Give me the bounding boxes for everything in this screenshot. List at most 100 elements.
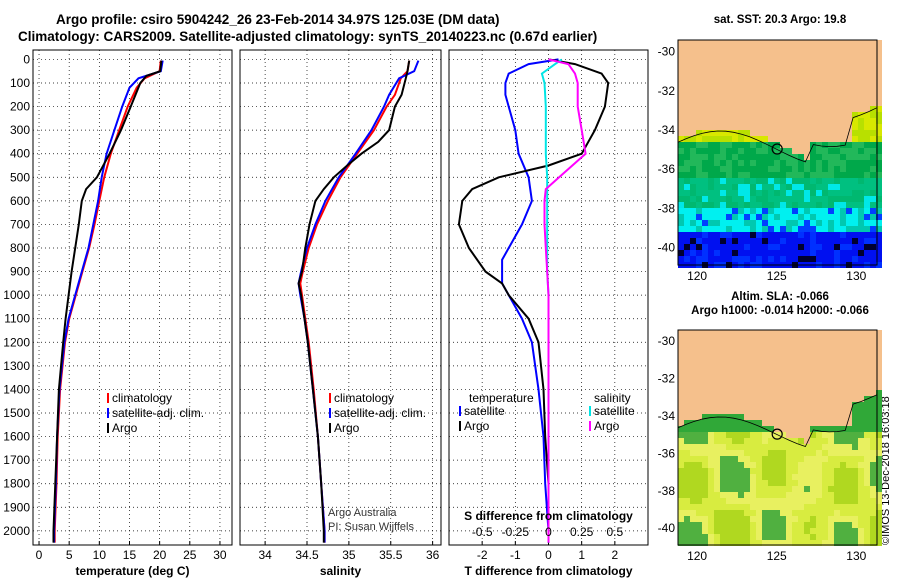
map-cell bbox=[828, 402, 834, 408]
map-cell bbox=[780, 498, 786, 504]
map-cell bbox=[798, 510, 804, 516]
map-cell bbox=[708, 142, 714, 148]
map-cell bbox=[690, 540, 696, 546]
map-cell bbox=[750, 190, 756, 196]
map-cell bbox=[678, 58, 684, 64]
map-cell bbox=[762, 450, 768, 456]
map-cell bbox=[798, 444, 804, 450]
map-cell bbox=[720, 130, 726, 136]
map-cell bbox=[714, 348, 720, 354]
map-cell bbox=[834, 148, 840, 154]
map-cell bbox=[732, 486, 738, 492]
map-cell bbox=[750, 474, 756, 480]
map-cell bbox=[756, 172, 762, 178]
map-cell bbox=[690, 492, 696, 498]
map-cell bbox=[708, 202, 714, 208]
map-cell bbox=[804, 426, 810, 432]
map-cell bbox=[762, 196, 768, 202]
map-cell bbox=[858, 250, 864, 256]
map-cell bbox=[864, 256, 870, 262]
map-cell bbox=[768, 528, 774, 534]
map-cell bbox=[738, 88, 744, 94]
map-cell bbox=[852, 360, 858, 366]
map-cell bbox=[774, 444, 780, 450]
map-cell bbox=[840, 232, 846, 238]
map-cell bbox=[840, 88, 846, 94]
map-cell bbox=[870, 486, 876, 492]
map-cell bbox=[864, 390, 870, 396]
map-cell bbox=[738, 402, 744, 408]
map-cell bbox=[750, 154, 756, 160]
map-cell bbox=[810, 64, 816, 70]
map-cell bbox=[768, 136, 774, 142]
map-cell bbox=[828, 492, 834, 498]
map-cell bbox=[780, 354, 786, 360]
map-cell bbox=[840, 124, 846, 130]
map-cell bbox=[840, 184, 846, 190]
map-cell bbox=[786, 232, 792, 238]
map-cell bbox=[762, 178, 768, 184]
map-cell bbox=[714, 40, 720, 46]
map-cell bbox=[696, 40, 702, 46]
map-cell bbox=[726, 444, 732, 450]
map-cell bbox=[708, 160, 714, 166]
map-cell bbox=[750, 480, 756, 486]
map-cell bbox=[702, 360, 708, 366]
map-cell bbox=[852, 40, 858, 46]
map-cell bbox=[768, 64, 774, 70]
map-cell bbox=[786, 64, 792, 70]
map-cell bbox=[690, 498, 696, 504]
map-cell bbox=[774, 100, 780, 106]
map-cell bbox=[702, 190, 708, 196]
map-cell bbox=[726, 76, 732, 82]
map-cell bbox=[702, 250, 708, 256]
map-cell bbox=[870, 348, 876, 354]
map-cell bbox=[738, 510, 744, 516]
map-cell bbox=[816, 46, 822, 52]
map-cell bbox=[870, 450, 876, 456]
map-cell bbox=[804, 118, 810, 124]
map-cell bbox=[738, 244, 744, 250]
map-cell bbox=[684, 378, 690, 384]
map-cell bbox=[738, 202, 744, 208]
map-cell bbox=[744, 504, 750, 510]
map-cell bbox=[858, 378, 864, 384]
map-cell bbox=[798, 426, 804, 432]
map-cell bbox=[708, 64, 714, 70]
map-cell bbox=[762, 390, 768, 396]
legend-entry-1-label: satellite-adj. clim. bbox=[334, 406, 426, 420]
map-cell bbox=[690, 172, 696, 178]
map-cell bbox=[690, 390, 696, 396]
map-cell bbox=[678, 348, 684, 354]
map-cell bbox=[780, 118, 786, 124]
map-cell bbox=[756, 450, 762, 456]
map-cell bbox=[840, 46, 846, 52]
map-cell bbox=[762, 244, 768, 250]
map-cell bbox=[702, 456, 708, 462]
map-cell bbox=[876, 444, 882, 450]
map-cell bbox=[846, 348, 852, 354]
map-cell bbox=[876, 426, 882, 432]
map-cell bbox=[870, 88, 876, 94]
map-cell bbox=[786, 52, 792, 58]
map-cell bbox=[870, 64, 876, 70]
map-cell bbox=[822, 40, 828, 46]
map-cell bbox=[786, 88, 792, 94]
map-cell bbox=[792, 88, 798, 94]
map-cell bbox=[876, 256, 882, 262]
map-cell bbox=[738, 160, 744, 166]
map-cell bbox=[798, 522, 804, 528]
map-cell bbox=[726, 124, 732, 130]
map-cell bbox=[810, 504, 816, 510]
map-cell bbox=[690, 432, 696, 438]
map-cell bbox=[864, 82, 870, 88]
map-cell bbox=[762, 372, 768, 378]
map-cell bbox=[744, 100, 750, 106]
map-cell bbox=[714, 492, 720, 498]
float-location-marker bbox=[771, 428, 783, 440]
map-cell bbox=[780, 480, 786, 486]
map-cell bbox=[822, 474, 828, 480]
map-cell bbox=[822, 468, 828, 474]
map-cell bbox=[852, 88, 858, 94]
map-cell bbox=[822, 354, 828, 360]
